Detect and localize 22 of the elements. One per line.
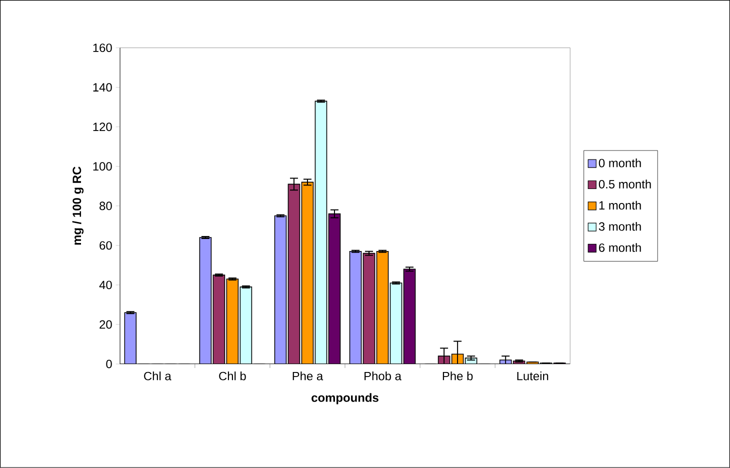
y-tick-label: 0 [106,360,112,368]
legend-label: 1 month [599,200,641,210]
x-tick-label: Phe b [442,372,473,380]
legend-label: 0 month [598,158,641,168]
y-axis-title: mg / 100 g RC [72,166,84,245]
legend-label: 6 month [599,243,641,252]
y-tick-label: 40 [99,280,112,290]
x-tick-label: Chl a [144,372,172,380]
y-tick-label: 80 [100,202,112,210]
x-tick-label: Chl b [219,372,246,380]
x-tick-label: Phe a [292,372,324,380]
x-axis-title: compounds [312,393,378,404]
y-tick-label: 100 [93,162,112,171]
y-tick-label: 160 [93,44,112,52]
y-tick-label: 60 [100,241,112,250]
x-tick-label: Phob a [364,372,402,380]
y-tick-label: 120 [93,122,112,132]
y-tick-label: 20 [100,320,112,329]
legend-label: 3 month [598,222,641,231]
y-tick-label: 140 [93,83,112,92]
x-tick-label: Lutein [517,372,548,380]
legend-label: 0.5 month [598,180,651,189]
